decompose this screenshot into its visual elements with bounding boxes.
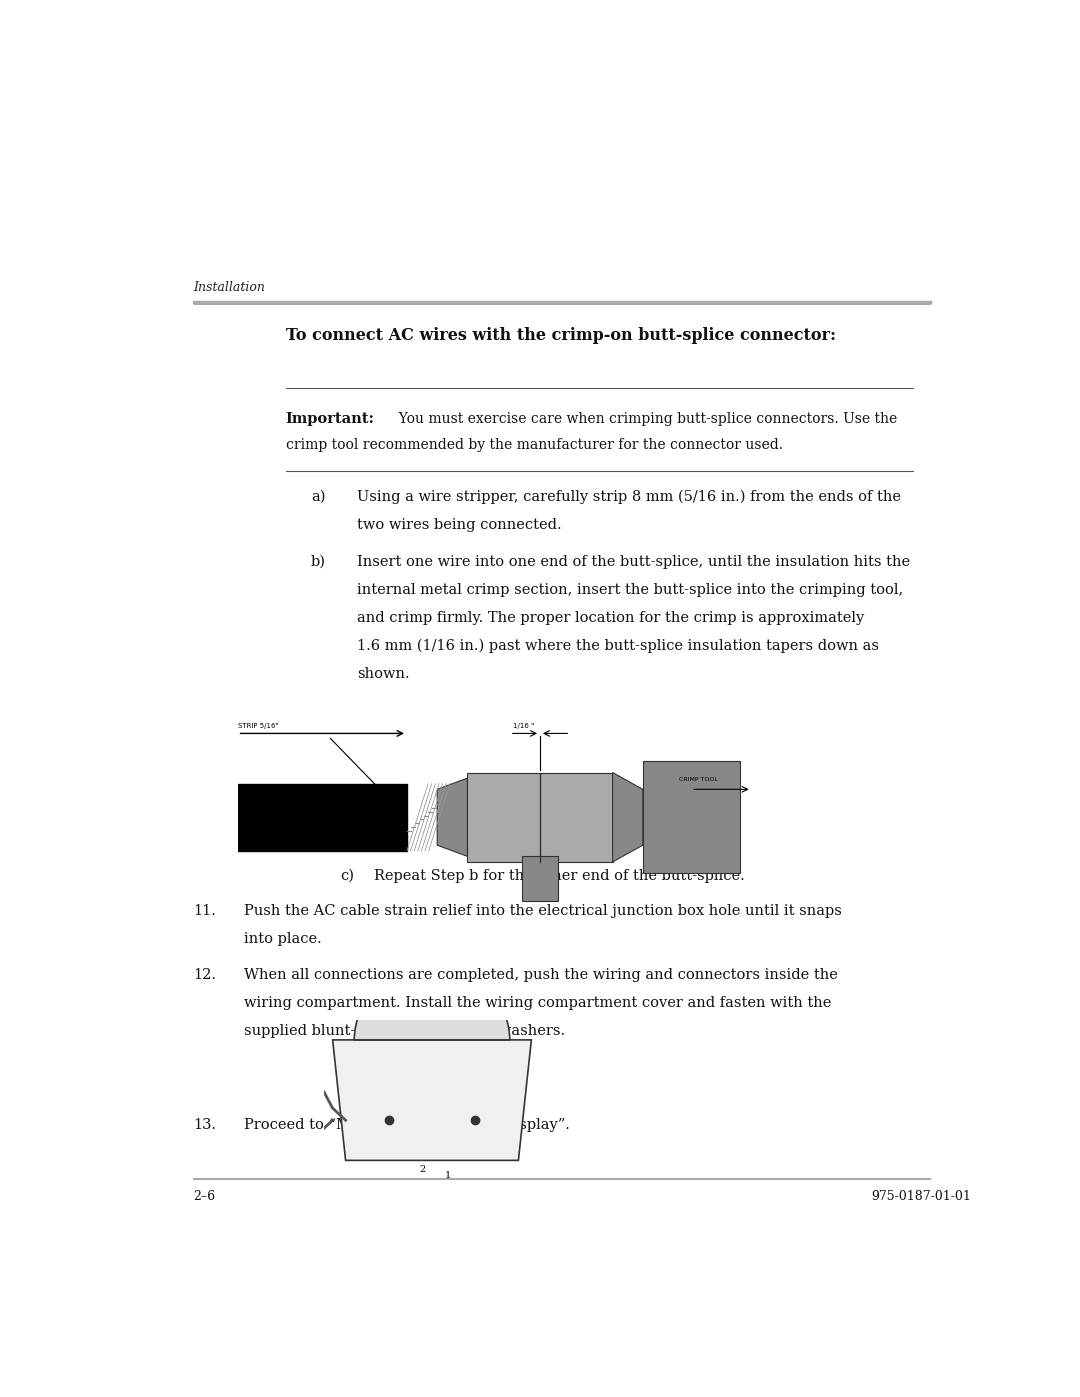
Text: 2–6: 2–6 — [193, 1190, 216, 1203]
Polygon shape — [612, 773, 643, 862]
Text: supplied blunt-tip screws and lockwashers.: supplied blunt-tip screws and lockwasher… — [244, 1024, 565, 1038]
Text: Installation: Installation — [193, 281, 266, 295]
Text: 12.: 12. — [193, 968, 217, 982]
Text: internal metal crimp section, insert the butt-splice into the crimping tool,: internal metal crimp section, insert the… — [356, 583, 903, 597]
Text: You must exercise care when crimping butt-splice connectors. Use the: You must exercise care when crimping but… — [390, 412, 897, 426]
Polygon shape — [333, 1039, 531, 1161]
Wedge shape — [354, 968, 510, 1039]
Text: Repeat Step b for the other end of the butt-splice.: Repeat Step b for the other end of the b… — [374, 869, 744, 883]
Bar — [238, 784, 407, 851]
Text: b): b) — [311, 555, 326, 569]
Text: STRIP 5/16": STRIP 5/16" — [238, 722, 279, 729]
Text: 1/16 ": 1/16 " — [513, 722, 534, 729]
Text: 13.: 13. — [193, 1119, 217, 1133]
Text: Insert one wire into one end of the butt-splice, until the insulation hits the: Insert one wire into one end of the butt… — [356, 555, 910, 569]
Text: When all connections are completed, push the wiring and connectors inside the: When all connections are completed, push… — [244, 968, 838, 982]
Bar — [468, 773, 612, 862]
Text: and crimp firmly. The proper location for the crimp is approximately: and crimp firmly. The proper location fo… — [356, 610, 864, 624]
Text: crimp tool recommended by the manufacturer for the connector used.: crimp tool recommended by the manufactur… — [285, 439, 783, 453]
Text: 2: 2 — [419, 1165, 426, 1175]
Text: 1.6 mm (1/16 in.) past where the butt-splice insulation tapers down as: 1.6 mm (1/16 in.) past where the butt-sp… — [356, 638, 879, 652]
Text: To connect AC wires with the crimp-on butt-splice connector:: To connect AC wires with the crimp-on bu… — [285, 327, 836, 344]
Polygon shape — [437, 778, 468, 856]
Text: 11.: 11. — [193, 904, 216, 918]
Text: 1: 1 — [445, 1172, 451, 1180]
Text: CRIMP TOOL: CRIMP TOOL — [679, 777, 718, 782]
Text: Important:: Important: — [285, 412, 375, 426]
Text: Using a wire stripper, carefully strip 8 mm (5/16 in.) from the ends of the: Using a wire stripper, carefully strip 8… — [356, 490, 901, 504]
Text: two wires being connected.: two wires being connected. — [356, 518, 562, 532]
Text: Proceed to “Mounting the Remote Display”.: Proceed to “Mounting the Remote Display”… — [244, 1119, 569, 1133]
Bar — [522, 856, 558, 901]
Text: a): a) — [311, 490, 325, 504]
Bar — [643, 761, 740, 873]
Text: 975-0187-01-01: 975-0187-01-01 — [872, 1190, 971, 1203]
Text: c): c) — [340, 869, 354, 883]
Text: wiring compartment. Install the wiring compartment cover and fasten with the: wiring compartment. Install the wiring c… — [244, 996, 832, 1010]
Text: Push the AC cable strain relief into the electrical junction box hole until it s: Push the AC cable strain relief into the… — [244, 904, 841, 918]
Text: shown.: shown. — [356, 666, 409, 680]
Text: into place.: into place. — [244, 932, 322, 946]
